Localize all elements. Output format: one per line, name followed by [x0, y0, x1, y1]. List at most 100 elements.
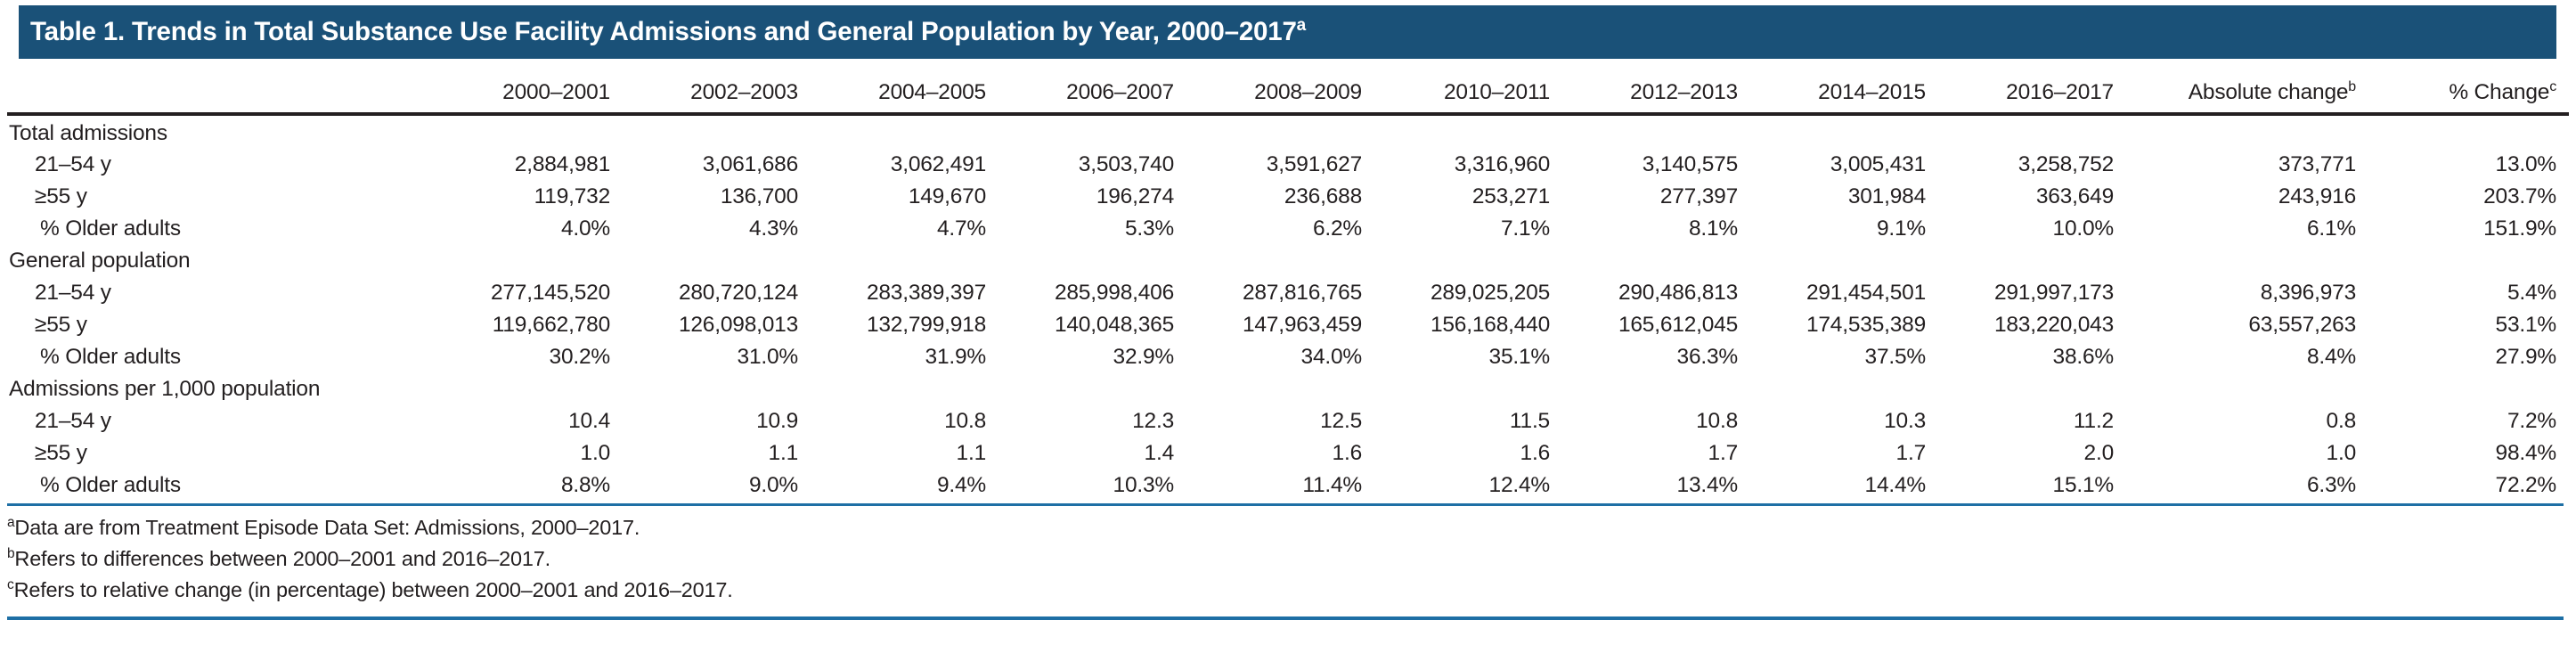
section-label-row: Total admissions	[7, 114, 2569, 149]
footnote-b-marker: b	[7, 546, 15, 562]
cell-value: 35.1%	[1488, 345, 1551, 369]
row-label: ≥55 y	[35, 313, 87, 337]
column-header-year-4: 2006–2007	[999, 59, 1186, 116]
column-header-absolute-change: Absolute changeb	[2126, 59, 2368, 116]
cell-value: 34.0%	[1300, 345, 1363, 369]
cell-value: 7.2%	[2507, 409, 2556, 433]
row-label-column-header	[7, 59, 435, 116]
table-row: 21–54 y 277,145,520 280,720,124 283,389,397…	[7, 277, 2569, 309]
table-row: 21–54 y 10.4 10.9 10.8 12.3 12.5 11.5 10.8 10.3 1…	[7, 405, 2569, 437]
cell-value: 140,048,365	[1054, 313, 1174, 337]
percent-change-footnote-marker: c	[2549, 78, 2556, 94]
cell-value: 165,612,045	[1618, 313, 1738, 337]
cell-value: 290,486,813	[1618, 281, 1738, 305]
row-label: 21–54 y	[35, 281, 111, 305]
cell-value: 243,916	[2278, 184, 2356, 208]
bottom-rule	[7, 616, 2564, 620]
cell-value: 3,140,575	[1642, 152, 1738, 176]
cell-value: 63,557,263	[2248, 313, 2356, 337]
cell-value: 4.0%	[560, 216, 610, 241]
cell-value: 31.0%	[737, 345, 799, 369]
table-row: ≥55 y 119,732 136,700 149,670 196,274 236,688…	[7, 181, 2569, 213]
cell-value: 4.3%	[748, 216, 798, 241]
cell-value: 10.8	[1696, 409, 1738, 433]
cell-value: 30.2%	[549, 345, 611, 369]
footnote-a-text: Data are from Treatment Episode Data Set…	[14, 516, 640, 539]
cell-value: 1.1	[768, 441, 799, 465]
cell-value: 151.9%	[2483, 216, 2556, 241]
footnote-a-marker: a	[7, 515, 15, 531]
cell-value: 3,503,740	[1078, 152, 1174, 176]
column-header-year-6: 2010–2011	[1374, 59, 1562, 116]
cell-value: 8.4%	[2306, 345, 2356, 369]
cell-value: 8.8%	[560, 473, 610, 497]
footnote-c-text: Refers to relative change (in percentage…	[13, 578, 733, 601]
column-header-year-5: 2008–2009	[1186, 59, 1374, 116]
cell-value: 277,397	[1659, 184, 1738, 208]
section-label: Total admissions	[9, 121, 167, 145]
cell-value: 11.4%	[1302, 473, 1362, 497]
cell-value: 14.4%	[1864, 473, 1927, 497]
table-title-bar: Table 1. Trends in Total Substance Use F…	[19, 5, 2556, 59]
cell-value: 8,396,973	[2260, 281, 2356, 305]
cell-value: 7.1%	[1500, 216, 1550, 241]
cell-value: 1.6	[1332, 441, 1363, 465]
cell-value: 285,998,406	[1054, 281, 1174, 305]
table-title-footnote-marker: a	[1296, 16, 1307, 36]
cell-value: 10.3%	[1113, 473, 1175, 497]
cell-value: 287,816,765	[1242, 281, 1362, 305]
column-header-year-9: 2016–2017	[1938, 59, 2126, 116]
column-header-year-1: 2000–2001	[435, 59, 623, 116]
cell-value: 280,720,124	[678, 281, 798, 305]
table-row: % Older adults 30.2% 31.0% 31.9% 32.9% 34.0% 3…	[7, 341, 2569, 373]
section-label-row: General population	[7, 245, 2569, 277]
table-row: ≥55 y 119,662,780 126,098,013 132,799,918 14…	[7, 309, 2569, 341]
cell-value: 301,984	[1847, 184, 1926, 208]
cell-value: 12.3	[1132, 409, 1174, 433]
cell-value: 196,274	[1096, 184, 1174, 208]
cell-value: 1.1	[956, 441, 987, 465]
cell-value: 1.7	[1895, 441, 1927, 465]
cell-value: 3,062,491	[890, 152, 986, 176]
cell-value: 10.9	[756, 409, 798, 433]
row-label: 21–54 y	[35, 409, 111, 433]
cell-value: 12.5	[1320, 409, 1362, 433]
cell-value: 1.6	[1520, 441, 1551, 465]
table-row: ≥55 y 1.0 1.1 1.1 1.4 1.6 1.6 1.7 1.7 2.0 1.0 98.4%	[7, 437, 2569, 469]
cell-value: 183,220,043	[1993, 313, 2114, 337]
cell-value: 3,316,960	[1454, 152, 1550, 176]
cell-value: 373,771	[2278, 152, 2356, 176]
row-label: ≥55 y	[35, 184, 87, 208]
data-table: 2000–2001 2002–2003 2004–2005 2006–2007 …	[7, 59, 2569, 502]
cell-value: 6.3%	[2306, 473, 2356, 497]
footnotes-section: aData are from Treatment Episode Data Se…	[7, 503, 2564, 606]
cell-value: 12.4%	[1488, 473, 1551, 497]
column-header-year-3: 2004–2005	[811, 59, 999, 116]
cell-value: 363,649	[2035, 184, 2114, 208]
cell-value: 53.1%	[2495, 313, 2557, 337]
cell-value: 9.1%	[1876, 216, 1926, 241]
row-label: % Older adults	[40, 216, 181, 241]
cell-value: 8.1%	[1688, 216, 1738, 241]
cell-value: 203.7%	[2483, 184, 2556, 208]
footnote-a: aData are from Treatment Episode Data Se…	[7, 512, 2564, 543]
cell-value: 1.7	[1708, 441, 1739, 465]
cell-value: 5.4%	[2507, 281, 2556, 305]
cell-value: 11.2	[2073, 409, 2114, 433]
cell-value: 291,997,173	[1993, 281, 2114, 305]
cell-value: 6.1%	[2306, 216, 2356, 241]
cell-value: 72.2%	[2495, 473, 2557, 497]
row-label: % Older adults	[40, 473, 181, 497]
section-label-row: Admissions per 1,000 population	[7, 373, 2569, 405]
cell-value: 253,271	[1471, 184, 1550, 208]
column-header-year-8: 2014–2015	[1750, 59, 1938, 116]
cell-value: 119,662,780	[492, 313, 610, 337]
table-title-text: Table 1. Trends in Total Substance Use F…	[30, 17, 1297, 47]
cell-value: 13.0%	[2495, 152, 2557, 176]
section-label: General population	[9, 249, 191, 273]
cell-value: 136,700	[720, 184, 798, 208]
cell-value: 1.0	[2326, 441, 2357, 465]
table-row: % Older adults 4.0% 4.3% 4.7% 5.3% 6.2% 7.1% 8.…	[7, 213, 2569, 245]
cell-value: 1.0	[580, 441, 611, 465]
